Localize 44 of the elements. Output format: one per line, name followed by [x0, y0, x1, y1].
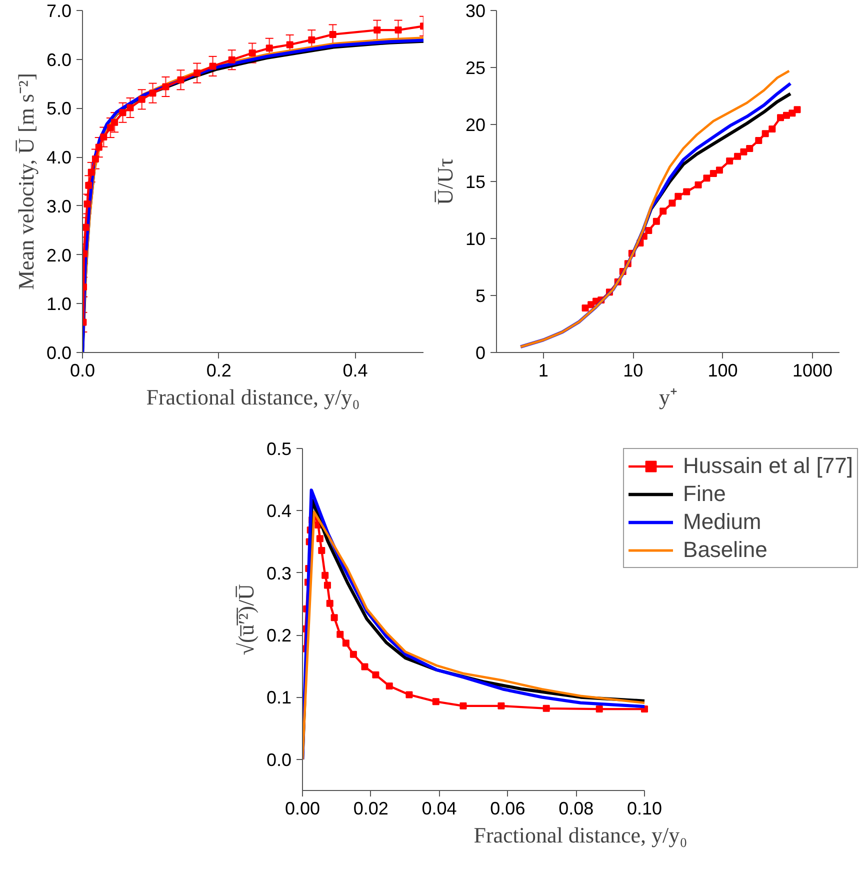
x-axis-title: Fractional distance, y/y₀ [474, 822, 688, 848]
y-tick-label: 5 [475, 286, 486, 306]
y-axis-title: U̅/Uτ [432, 158, 458, 205]
y-axis-title: √(u̅′̅²̅)/U̅ [233, 584, 258, 656]
y-tick-label: 6.0 [46, 50, 72, 70]
legend-label: Baseline [683, 537, 768, 563]
y-tick-label: 7.0 [46, 1, 72, 21]
legend-label: Hussain et al [77] [683, 453, 853, 479]
x-tick-label: 0.08 [558, 798, 594, 818]
x-tick-label: 10 [623, 360, 644, 380]
x-tick-label: 0.00 [284, 798, 320, 818]
y-tick-label: 25 [465, 58, 486, 78]
x-tick-label: 1000 [792, 360, 833, 380]
y-tick-label: 3.0 [46, 196, 72, 216]
x-axis-title: y⁺ [659, 384, 677, 410]
x-axis-title: Fractional distance, y/y₀ [146, 384, 360, 410]
y-tick-label: 4.0 [46, 148, 72, 168]
x-tick-label: 0.02 [353, 798, 388, 818]
y-tick-label: 0.1 [266, 688, 292, 708]
y-tick-label: 30 [465, 1, 486, 21]
x-tick-label: 0.04 [422, 798, 457, 818]
y-tick-label: 1.0 [46, 294, 72, 314]
y-tick-label: 5.0 [46, 98, 72, 119]
legend-label: Medium [683, 509, 762, 535]
y-tick-label: 15 [465, 172, 486, 192]
y-tick-label: 0.3 [266, 563, 292, 584]
y-tick-label: 0.0 [266, 750, 292, 770]
x-tick-label: 1 [538, 360, 548, 380]
x-tick-label: 100 [708, 360, 738, 380]
y-axis-title: Mean velocity, U̅ [m s⁻²] [13, 73, 38, 290]
y-tick-label: 10 [465, 229, 486, 249]
y-tick-label: 0.5 [266, 439, 292, 459]
y-tick-label: 0.2 [266, 626, 292, 646]
x-tick-label: 0.4 [342, 360, 368, 380]
x-tick-label: 0.0 [70, 360, 96, 380]
y-tick-label: 0.4 [266, 501, 292, 522]
legend-label: Fine [683, 481, 726, 507]
y-tick-label: 0.0 [46, 343, 72, 363]
x-tick-label: 0.10 [626, 798, 662, 818]
y-tick-label: 0 [475, 343, 486, 363]
x-tick-label: 0.06 [490, 798, 526, 818]
y-tick-label: 2.0 [46, 245, 72, 266]
x-tick-label: 0.2 [206, 360, 232, 380]
y-tick-label: 20 [465, 115, 486, 135]
